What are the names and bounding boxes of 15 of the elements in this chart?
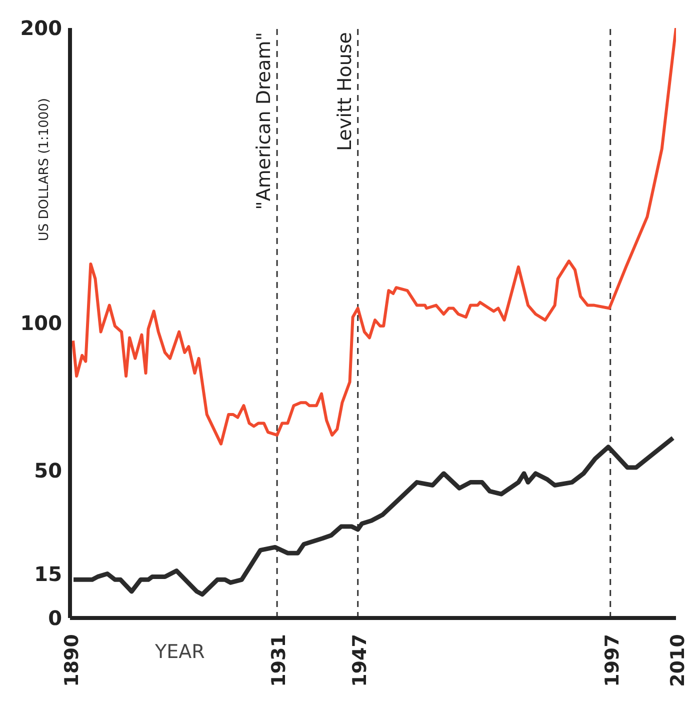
ref-line-label: Levitt House — [334, 32, 356, 151]
y-tick-label: 0 — [48, 606, 62, 630]
x-axis-title: YEAR — [154, 641, 205, 663]
line-series — [72, 28, 676, 446]
x-tick-label: 1997 — [601, 634, 624, 687]
y-tick-label: 15 — [34, 562, 62, 586]
x-tick-label: 1947 — [348, 634, 371, 687]
y-axis-title: US DOLLARS (1:1000) — [37, 98, 52, 242]
ref-line-label: "American Dream" — [253, 32, 276, 210]
y-tick-label: 200 — [20, 16, 62, 40]
y-tick-label: 100 — [20, 311, 62, 336]
x-tick-label: 1931 — [268, 634, 290, 687]
x-tick-label: 1890 — [61, 634, 83, 687]
y-tick-label: 50 — [34, 458, 62, 483]
x-tick-label: 2010 — [667, 634, 689, 687]
